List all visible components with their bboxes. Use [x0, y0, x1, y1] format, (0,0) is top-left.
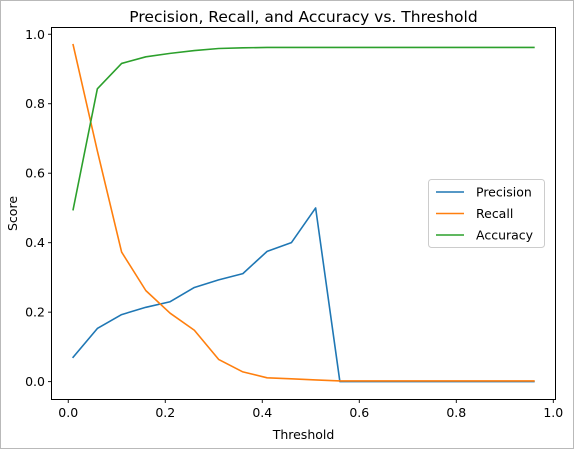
x-axis: 0.0 0.2 0.4 0.6 0.8 1.0: [58, 399, 563, 420]
x-tick-label: 1.0: [543, 405, 563, 420]
x-tick-label: 0.6: [349, 405, 369, 420]
y-tick-label: 0.2: [25, 305, 45, 320]
plot-lines: [71, 43, 535, 383]
x-tick-label: 0.4: [252, 405, 272, 420]
x-tick-label: 0.8: [446, 405, 466, 420]
y-axis: 0.0 0.2 0.4 0.6 0.8 1.0: [25, 27, 52, 389]
legend: Precision Recall Accuracy: [428, 179, 545, 248]
y-tick-label: 0.6: [25, 166, 45, 181]
accuracy-line: [72, 46, 535, 211]
plot-area-frame: [51, 27, 556, 400]
y-tick-label: 1.0: [25, 27, 45, 42]
legend-label-recall: Recall: [476, 206, 513, 221]
chart-title: Precision, Recall, and Accuracy vs. Thre…: [129, 8, 477, 26]
x-tick-label: 0.2: [155, 405, 175, 420]
legend-label-accuracy: Accuracy: [476, 228, 534, 243]
y-tick-label: 0.0: [25, 374, 45, 389]
x-axis-label: Threshold: [272, 427, 335, 442]
y-tick-label: 0.4: [25, 235, 45, 250]
x-tick-label: 0.0: [58, 405, 78, 420]
y-axis-label: Score: [5, 196, 20, 231]
recall-line: [72, 43, 535, 382]
y-tick-label: 0.8: [25, 96, 45, 111]
legend-label-precision: Precision: [476, 185, 532, 200]
legend-frame: [428, 179, 545, 248]
